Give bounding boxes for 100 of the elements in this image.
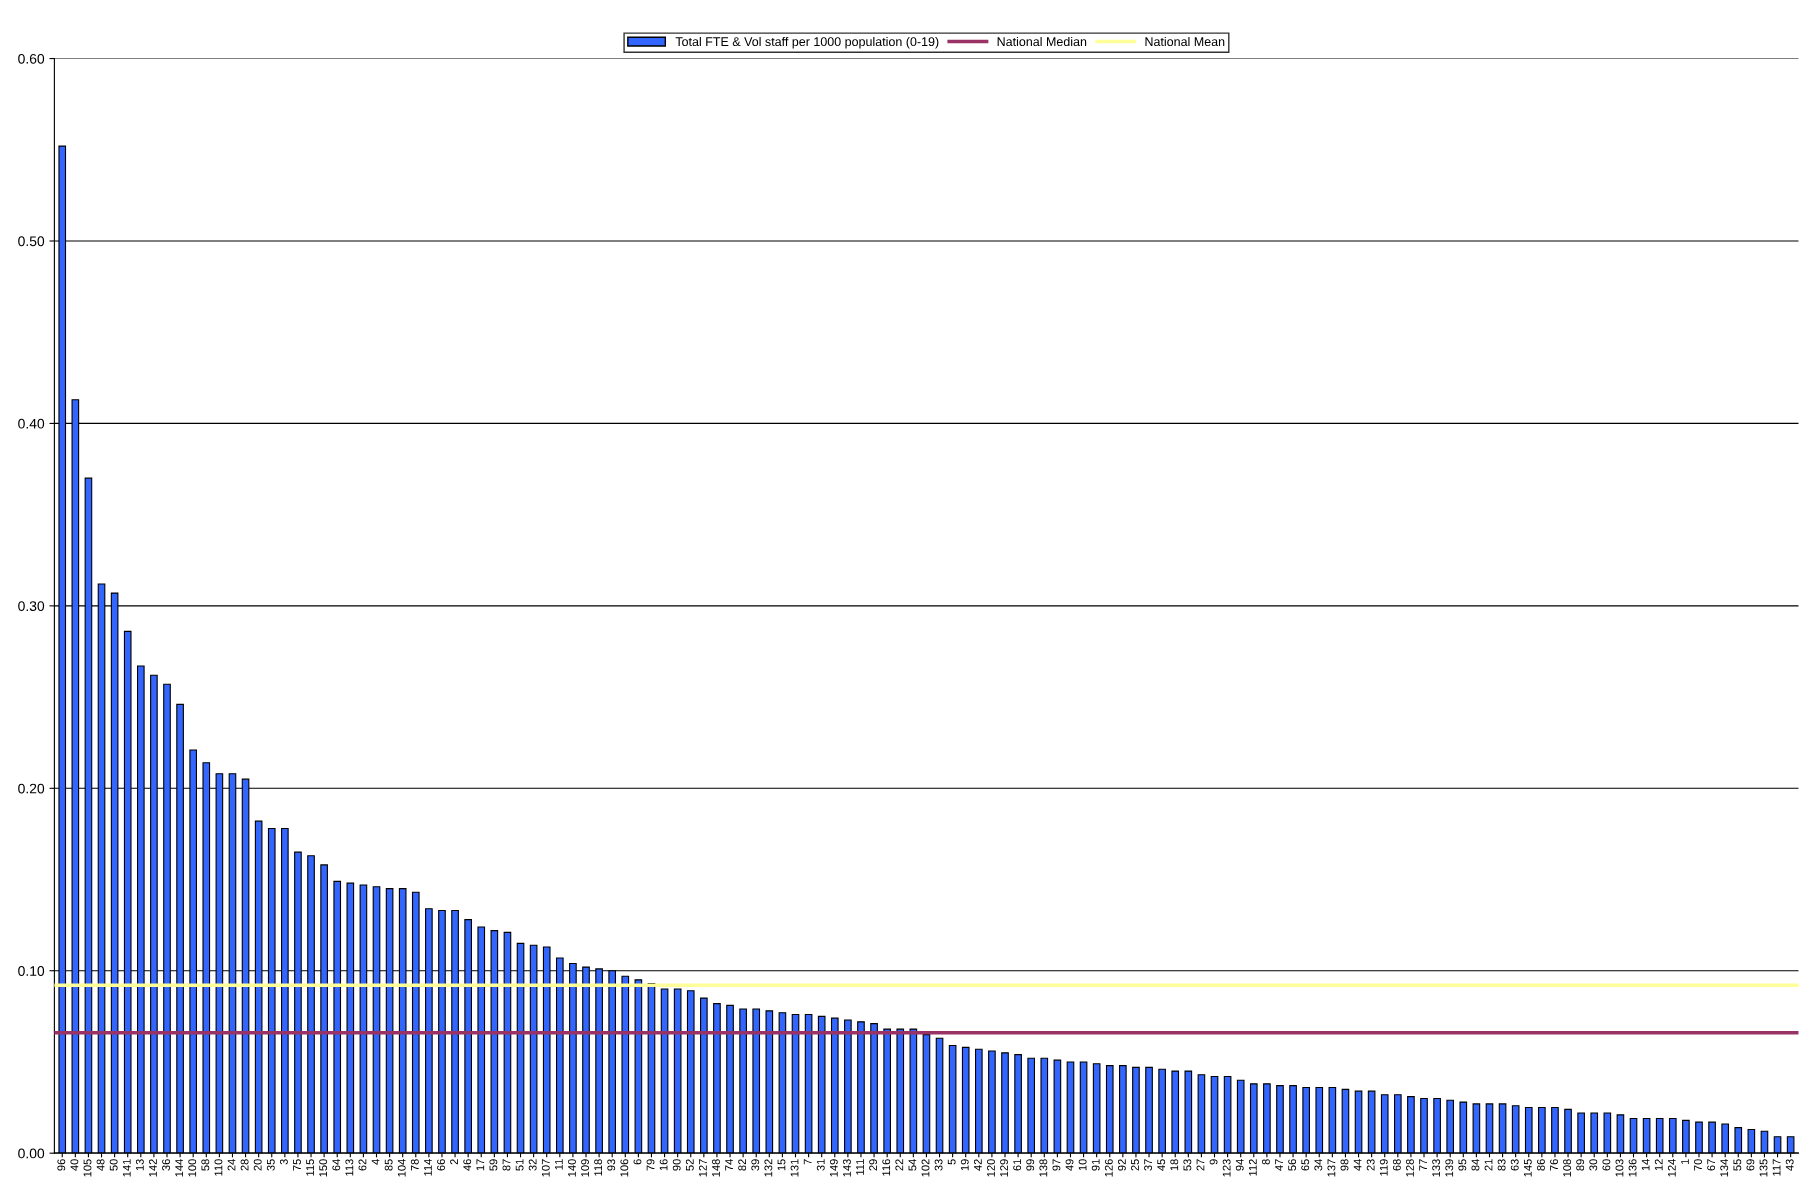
x-tick-label: 82	[738, 1159, 747, 1171]
x-tick-label: 126	[1104, 1159, 1113, 1177]
x-tick-label: 21	[1484, 1159, 1493, 1171]
x-tick-label: 70	[1694, 1159, 1702, 1171]
x-tick-label: 144	[175, 1159, 183, 1177]
x-tick-label: 145	[1523, 1159, 1532, 1177]
x-tick-label: 10	[1078, 1159, 1087, 1171]
x-tick-label: 104	[397, 1159, 406, 1177]
x-tick-label: 76	[1550, 1159, 1558, 1171]
x-tick-label: 2	[450, 1159, 458, 1165]
x-tick-label: 50	[109, 1159, 118, 1171]
x-tick-label: 44	[1353, 1159, 1362, 1171]
x-tick-label: 66	[437, 1159, 445, 1171]
x-tick-label: 131	[790, 1159, 799, 1177]
x-tick-label: 128	[1406, 1159, 1414, 1177]
x-tick-label: 9	[1209, 1159, 1218, 1165]
x-tick-label: 141	[122, 1159, 131, 1177]
x-tick-label: 27	[1196, 1159, 1205, 1171]
x-tick-label: 75	[293, 1159, 301, 1171]
x-tick-label: 33	[934, 1159, 943, 1171]
x-tick-label: 19	[960, 1159, 969, 1171]
x-tick-label: 28	[240, 1159, 249, 1171]
x-tick-label: 99	[1026, 1159, 1035, 1171]
x-tick-label: 45	[1157, 1159, 1166, 1171]
x-tick-label: 94	[1235, 1159, 1244, 1171]
x-tick-label: 102	[921, 1159, 930, 1177]
x-tick-label: 113	[345, 1159, 354, 1176]
x-tick-label: 79	[646, 1159, 655, 1171]
y-tick-label: 0.10	[18, 966, 45, 976]
x-tick-label: 35	[266, 1159, 275, 1171]
x-tick-label: 52	[685, 1159, 694, 1171]
x-tick-label: 83	[1497, 1159, 1506, 1171]
x-tick-label: 111	[856, 1159, 864, 1175]
x-tick-label: 17	[476, 1159, 485, 1171]
x-tick-label: 13	[135, 1159, 144, 1171]
y-tick-label: 0.20	[18, 783, 45, 794]
x-tick-label: 63	[1510, 1159, 1519, 1171]
x-tick-label: 47	[1275, 1159, 1283, 1171]
x-tick-label: 34	[1314, 1159, 1323, 1171]
x-tick-label: 116	[882, 1159, 891, 1176]
x-tick-label: 36	[162, 1159, 170, 1171]
x-tick-label: 107	[541, 1159, 550, 1177]
x-tick-label: 61	[1013, 1159, 1022, 1171]
x-tick-label: 118	[594, 1159, 603, 1176]
x-tick-label: 139	[1445, 1159, 1454, 1177]
x-tick-label: 140	[568, 1159, 576, 1177]
x-tick-label: 29	[869, 1159, 878, 1171]
legend-label: Total FTE & Vol staff per 1000 population (0-19)	[675, 36, 939, 49]
x-tick-label: 37	[1144, 1159, 1153, 1171]
x-tick-label: 119	[1379, 1159, 1388, 1176]
x-tick-label: 31	[816, 1159, 825, 1171]
x-tick-label: 5	[947, 1159, 956, 1165]
x-tick-label: 90	[672, 1159, 681, 1171]
x-tick-label: 109	[581, 1159, 589, 1177]
x-tick-label: 42	[973, 1159, 982, 1171]
x-tick-label: 78	[410, 1159, 419, 1171]
x-tick-label: 134	[1720, 1159, 1729, 1177]
x-tick-label: 89	[1576, 1159, 1585, 1171]
x-tick-label: 49	[1065, 1159, 1074, 1171]
x-tick-label: 39	[751, 1159, 760, 1171]
x-tick-label: 22	[895, 1159, 904, 1171]
x-tick-label: 103	[1615, 1159, 1624, 1177]
y-tick-label: 0.40	[18, 418, 45, 429]
x-tick-label: 68	[1392, 1159, 1401, 1171]
x-tick-label: 20	[253, 1159, 262, 1171]
x-tick-label: 14	[1641, 1159, 1650, 1171]
x-tick-label: 48	[96, 1159, 105, 1171]
x-tick-label: 8	[1262, 1159, 1270, 1165]
x-tick-label: 127	[698, 1159, 707, 1177]
x-tick-label: 143	[842, 1159, 851, 1177]
x-tick-label: 100	[188, 1159, 197, 1177]
x-tick-label: 114	[424, 1159, 432, 1176]
x-tick-label: 92	[1117, 1159, 1126, 1171]
x-tick-label: 53	[1183, 1159, 1192, 1171]
x-tick-label: 58	[201, 1159, 210, 1171]
x-tick-label: 97	[1052, 1159, 1061, 1171]
x-tick-label: 40	[70, 1159, 79, 1171]
x-tick-label: 24	[227, 1159, 236, 1171]
x-tick-label: 136	[1628, 1159, 1637, 1177]
legend-label: National Median	[997, 36, 1087, 47]
x-tick-label: 56	[1288, 1159, 1297, 1171]
x-tick-label: 96	[57, 1159, 66, 1171]
x-tick-label: 65	[1301, 1159, 1310, 1171]
x-tick-label: 120	[987, 1159, 995, 1177]
x-tick-label: 84	[1471, 1159, 1480, 1171]
y-tick-label: 0.00	[18, 1148, 45, 1159]
x-tick-label: 135	[1759, 1159, 1768, 1177]
x-tick-label: 77	[1419, 1159, 1427, 1171]
x-tick-label: 150	[319, 1159, 328, 1177]
x-tick-label: 117	[1772, 1159, 1781, 1176]
x-tick-label: 12	[1654, 1159, 1663, 1171]
x-tick-label: 105	[83, 1159, 92, 1177]
x-tick-label: 23	[1366, 1159, 1375, 1171]
x-tick-label: 7	[803, 1159, 812, 1165]
x-tick-label: 137	[1327, 1159, 1336, 1177]
y-tick-label: 0.60	[18, 53, 45, 64]
x-tick-label: 108	[1563, 1159, 1572, 1177]
x-tick-label: 86	[1536, 1159, 1545, 1171]
x-tick-label: 74	[725, 1159, 733, 1171]
x-tick-label: 64	[332, 1159, 341, 1171]
